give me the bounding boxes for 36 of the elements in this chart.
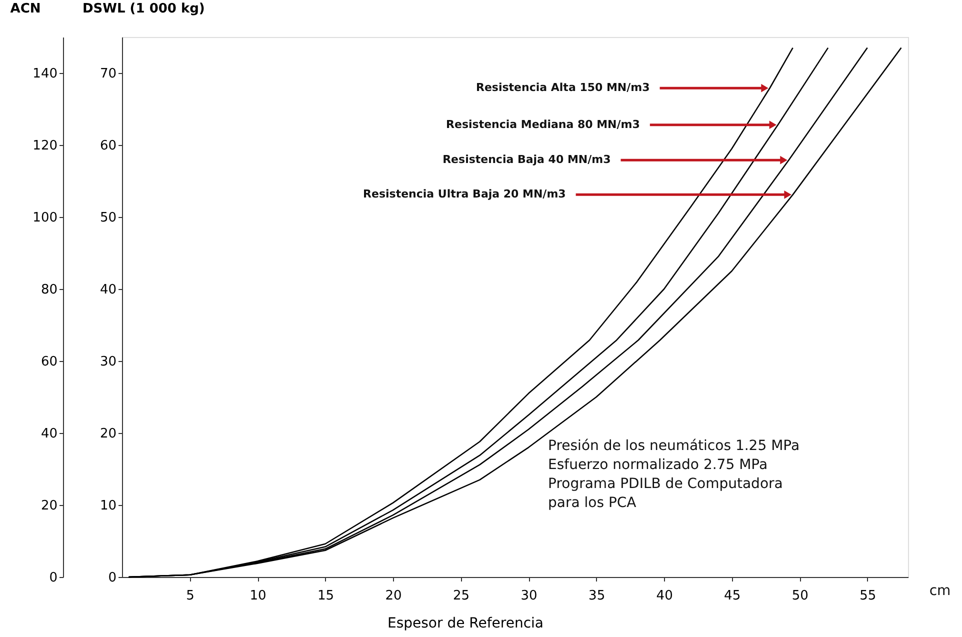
y2-axis-title: ACN (10, 2, 41, 16)
y2-tick-label: 40 (40, 426, 58, 442)
x-tick-label: 55 (860, 588, 876, 604)
annotation: Resistencia Ultra Baja 20 MN/m3 (363, 188, 566, 201)
x-tick-label: 30 (520, 588, 538, 604)
y-tick-label: 60 (100, 138, 116, 154)
x-axis-title: Espesor de Referencia (387, 616, 544, 632)
y-tick-label: 40 (100, 282, 116, 298)
x-tick-label: 15 (318, 588, 334, 604)
y2-tick-label: 0 (49, 570, 58, 586)
y2-tick-label: 140 (32, 66, 58, 82)
x-tick-label: 10 (250, 588, 266, 604)
annotation: Presión de los neumáticos 1.25 MPa Esfuerzo normalizado 2.75 MPa Programa PDILB de Computadora para los PCA (548, 438, 800, 511)
y2-tick-label: 80 (40, 282, 58, 298)
text: cm (929, 583, 951, 599)
y-tick-label: 0 (108, 570, 116, 586)
y-tick-label: 70 (100, 66, 116, 82)
x-tick-label: 50 (792, 588, 808, 604)
y2-tick-label: 20 (40, 498, 58, 514)
y-tick-label: 30 (100, 354, 116, 370)
annotation: Resistencia Alta 150 MN/m3 (476, 81, 650, 94)
x-tick-label: 20 (385, 588, 402, 604)
y-tick-label: 50 (100, 210, 116, 226)
y-axis-title: DSWL (1 000 kg) (82, 2, 205, 16)
annotation: Resistencia Baja 40 MN/m3 (442, 153, 611, 166)
y2-tick-label: 120 (32, 138, 58, 154)
x-tick-label: 45 (724, 588, 741, 604)
y2-tick-label: 100 (32, 210, 58, 226)
x-tick-label: 40 (656, 588, 673, 604)
y-tick-label: 10 (100, 498, 116, 514)
annotation: Resistencia Mediana 80 MN/m3 (446, 118, 640, 131)
x-tick-label: 5 (186, 588, 194, 604)
y-tick-label: 20 (100, 426, 116, 442)
x-tick-label: 25 (453, 588, 470, 604)
y2-tick-label: 60 (40, 354, 58, 370)
x-tick-label: 35 (588, 588, 606, 604)
